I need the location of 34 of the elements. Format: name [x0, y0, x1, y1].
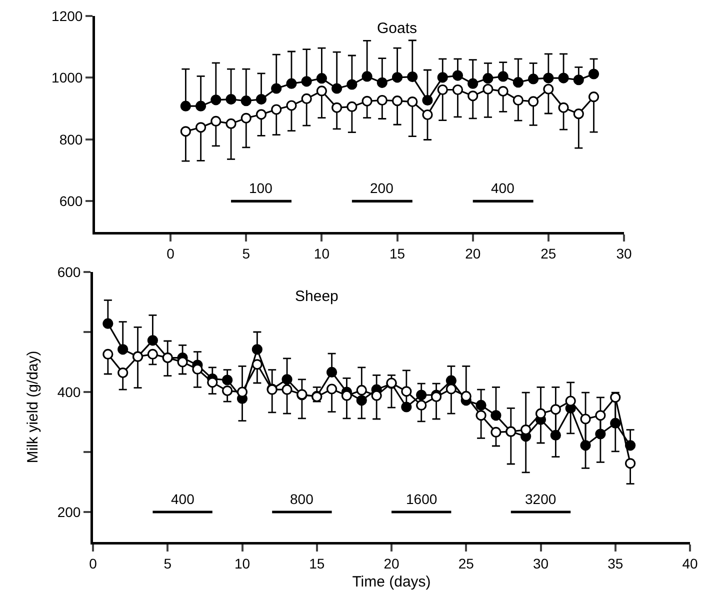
x-tick-label: 35: [608, 555, 624, 572]
x-tick-label: 30: [532, 555, 549, 572]
x-tick-label: 10: [314, 245, 330, 262]
annotation: 200: [370, 180, 394, 196]
x-tick-label: 10: [234, 555, 250, 572]
y-axis-title: Milk yield (g/day): [24, 350, 42, 464]
x-tick-label: 5: [164, 555, 172, 572]
annotation: 400: [491, 180, 515, 196]
x-tick-label: 0: [89, 555, 98, 572]
x-tick-label: 25: [540, 245, 556, 262]
x-tick-label: 15: [390, 245, 406, 262]
y-tick-label: 800: [59, 131, 83, 148]
text: Sheep: [295, 288, 338, 305]
annotation: 100: [249, 180, 273, 196]
y-tick-label: 600: [59, 193, 83, 210]
x-axis-title: Time (days): [352, 574, 431, 591]
x-tick-label: 5: [242, 245, 250, 262]
y-tick-label: 200: [57, 504, 81, 520]
annotation: 400: [171, 491, 195, 507]
y-tick-label: 1200: [52, 8, 83, 24]
x-tick-label: 15: [309, 555, 325, 572]
x-tick-label: 40: [682, 555, 698, 572]
chart-title: Goats: [377, 20, 418, 37]
annotation: 3200: [525, 491, 556, 507]
x-tick-label: 30: [616, 245, 632, 262]
x-tick-label: 20: [384, 555, 400, 572]
x-tick-label: 20: [465, 245, 481, 262]
x-tick-label: 0: [166, 245, 175, 262]
x-tick-label: 25: [458, 555, 474, 572]
annotation: 800: [290, 491, 314, 507]
y-tick-label: 600: [57, 264, 81, 280]
annotation: 1600: [406, 491, 438, 507]
y-tick-label: 400: [57, 384, 81, 400]
y-tick-label: 1000: [52, 70, 83, 86]
